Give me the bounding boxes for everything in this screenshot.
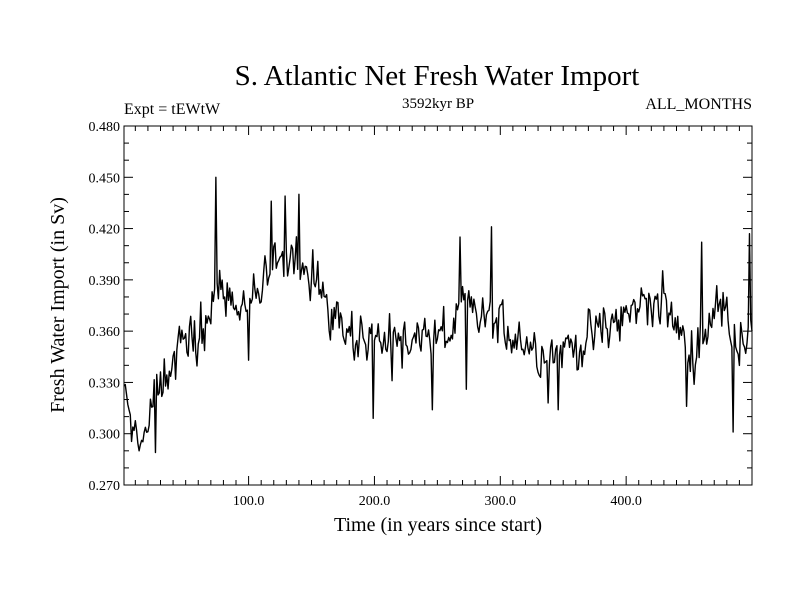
- x-tick-label: 400.0: [610, 494, 642, 509]
- axis-ticks: 0.270 0.300 0.330 0.360 0.390 0.420 0.450 0.480…: [89, 120, 752, 509]
- y-tick-label: 0.270: [89, 479, 121, 494]
- time-period-label: 3592kyr BP: [402, 96, 474, 112]
- months-label: ALL_MONTHS: [645, 96, 752, 113]
- series-line-fresh-water-import: [123, 176, 753, 454]
- y-tick-label: 0.420: [89, 223, 121, 238]
- y-tick-label: 0.480: [89, 120, 121, 135]
- plot-frame: [123, 125, 753, 486]
- chart-title: S. Atlantic Net Fresh Water Import: [235, 60, 640, 92]
- series-layer: [123, 176, 753, 454]
- experiment-label: Expt = tEWtW: [124, 101, 221, 118]
- y-axis-label: Fresh Water Import (in Sv): [47, 197, 69, 413]
- x-tick-label: 200.0: [359, 494, 391, 509]
- y-tick-label: 0.330: [89, 376, 121, 391]
- x-tick-label: 100.0: [233, 494, 265, 509]
- y-tick-label: 0.390: [89, 274, 121, 289]
- y-tick-label: 0.360: [89, 325, 121, 340]
- y-tick-label: 0.300: [89, 428, 121, 443]
- x-axis-label: Time (in years since start): [334, 514, 542, 536]
- y-tick-label: 0.450: [89, 171, 121, 186]
- x-tick-label: 300.0: [485, 494, 517, 509]
